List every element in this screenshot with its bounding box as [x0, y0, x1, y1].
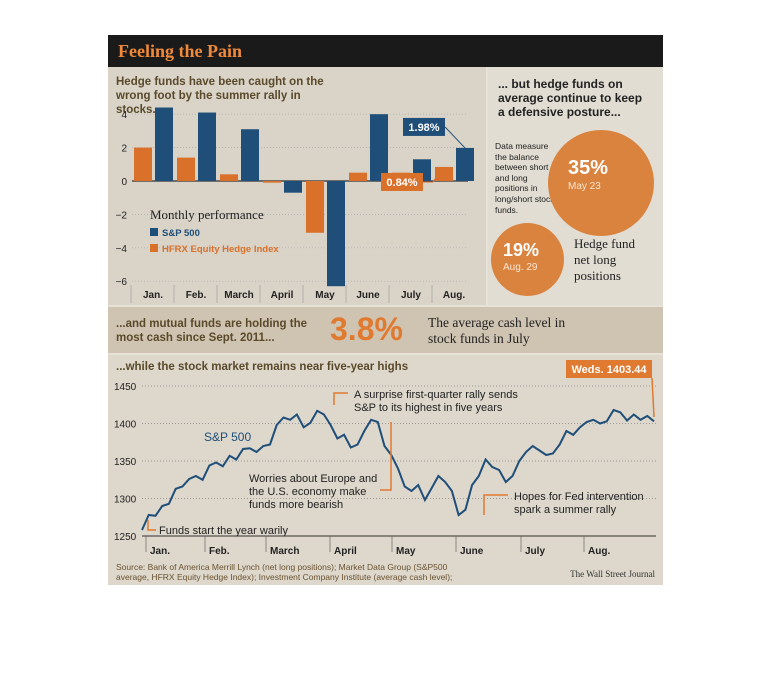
bubble-may-value: 35% — [568, 157, 609, 179]
data-label-hfrx: 0.84% — [386, 177, 417, 189]
bar-sp500 — [284, 181, 302, 193]
bar-sp500 — [456, 147, 474, 181]
bar-y-tick-label: −4 — [116, 244, 128, 255]
line-y-tick-label: 1450 — [114, 382, 137, 393]
line-x-tick-label: June — [460, 546, 484, 557]
legend-swatch-hfrx — [150, 244, 158, 252]
line-chart-panel — [108, 355, 663, 585]
chart-title: Feeling the Pain — [118, 41, 242, 61]
line-x-tick-label: May — [396, 546, 416, 557]
bubble-aug-value: 19% — [503, 240, 540, 260]
bubble-may: 35% May 23 — [548, 130, 654, 236]
bar-chart: −6 −4 −2 0 2 4 Jan. Feb. March April May June July Au… — [116, 107, 474, 303]
bar-sp500 — [241, 129, 259, 181]
bar-y-tick-label: 0 — [121, 177, 127, 188]
annotation-leader — [333, 392, 348, 405]
bar-chart-subtitle: Monthly performance — [150, 207, 264, 222]
bar-hfrx — [177, 157, 195, 181]
bar-hfrx — [263, 181, 281, 183]
data-label-box-hfrx — [381, 172, 423, 191]
bar-hfrx — [220, 174, 238, 181]
line-x-tick-label: April — [334, 546, 357, 557]
cash-level-description: The average cash level in stock funds in… — [428, 315, 566, 346]
bar-x-tick-label: March — [224, 290, 253, 301]
bar-hfrx — [134, 147, 152, 181]
line-x-tick-label: Aug. — [588, 546, 610, 557]
bar-y-tick-label: 4 — [121, 110, 127, 121]
sp500-line — [141, 408, 655, 531]
legend-label-hfrx: HFRX Equity Hedge Index — [162, 244, 279, 255]
annotation-start: Funds start the year warily — [159, 525, 288, 537]
line-x-tick-label: Jan. — [150, 546, 170, 557]
bar-sp500 — [198, 112, 216, 181]
bar-x-tick-label: July — [401, 290, 421, 301]
net-long-header: ... but hedge funds on average continue … — [498, 77, 643, 119]
line-x-tick-label: Feb. — [209, 546, 230, 557]
source-note: Source: Bank of America Merrill Lynch (n… — [116, 562, 453, 582]
annotation-leader — [483, 494, 508, 515]
bubble-aug: 19% Aug. 29 — [491, 223, 564, 296]
legend-swatch-sp500 — [150, 228, 158, 236]
net-long-label: Hedge fund net long positions — [574, 236, 636, 283]
bar-x-tick-label: May — [315, 290, 335, 301]
last-value-label: Weds. 1403.44 — [571, 364, 647, 376]
last-value-leader — [651, 377, 655, 418]
bar-x-tick-label: June — [356, 290, 380, 301]
bar-hfrx — [435, 166, 453, 181]
data-label-leader-sp500 — [444, 126, 466, 149]
annotation-fed: Hopes for Fed intervention spark a summer… — [514, 491, 644, 516]
cash-level-header: ...and mutual funds are holding the most… — [116, 318, 308, 344]
line-x-tick-label: July — [525, 546, 545, 557]
line-x-tick-label: March — [270, 546, 299, 557]
bar-x-tick-label: April — [271, 290, 294, 301]
bar-y-tick-label: −2 — [116, 210, 128, 221]
line-series-label: S&P 500 — [204, 430, 251, 444]
bar-hfrx — [306, 181, 324, 233]
bar-sp500 — [370, 114, 388, 181]
net-long-note: Data measure the balance between short a… — [495, 141, 555, 215]
bar-x-tick-label: Aug. — [443, 290, 465, 301]
annotation-leader — [147, 520, 156, 531]
line-chart-header: ...while the stock market remains near f… — [116, 361, 409, 373]
bar-y-tick-label: −6 — [116, 277, 128, 288]
line-chart: 1250 1300 1350 1400 1450 Jan. Feb. March April Ma… — [114, 360, 656, 557]
bar-chart-header: Hedge funds have been caught on the wron… — [116, 76, 324, 116]
bubble-may-label: May 23 — [568, 181, 601, 192]
legend-label-sp500: S&P 500 — [162, 228, 200, 239]
data-label-leader-hfrx — [423, 166, 444, 183]
bar-sp500 — [327, 181, 345, 287]
credit: The Wall Street Journal — [570, 569, 655, 579]
infographic: Feeling the Pain Hedge funds have been c… — [108, 35, 663, 585]
annotation-first-quarter: A surprise first-quarter rally sends S&P … — [354, 389, 518, 414]
bar-sp500 — [155, 107, 173, 181]
bar-x-tick-label: Feb. — [186, 290, 207, 301]
bar-x-tick-label: Jan. — [143, 290, 163, 301]
annotation-leader — [380, 422, 392, 491]
cash-level-value: 3.8% — [330, 311, 403, 347]
bar-hfrx — [349, 172, 367, 181]
line-y-tick-label: 1400 — [114, 420, 137, 431]
annotation-europe: Worries about Europe and the U.S. economy… — [249, 473, 377, 511]
data-label-box-sp500 — [403, 117, 445, 136]
cash-level-panel — [108, 307, 663, 353]
bar-y-tick-label: 2 — [121, 144, 127, 155]
data-label-sp500: 1.98% — [408, 122, 439, 134]
bubble-aug-label: Aug. 29 — [503, 262, 538, 273]
last-value-box — [566, 360, 652, 378]
line-y-tick-label: 1250 — [114, 532, 137, 543]
line-y-tick-label: 1300 — [114, 495, 137, 506]
title-bar: Feeling the Pain — [108, 35, 663, 67]
line-y-tick-label: 1350 — [114, 457, 137, 468]
